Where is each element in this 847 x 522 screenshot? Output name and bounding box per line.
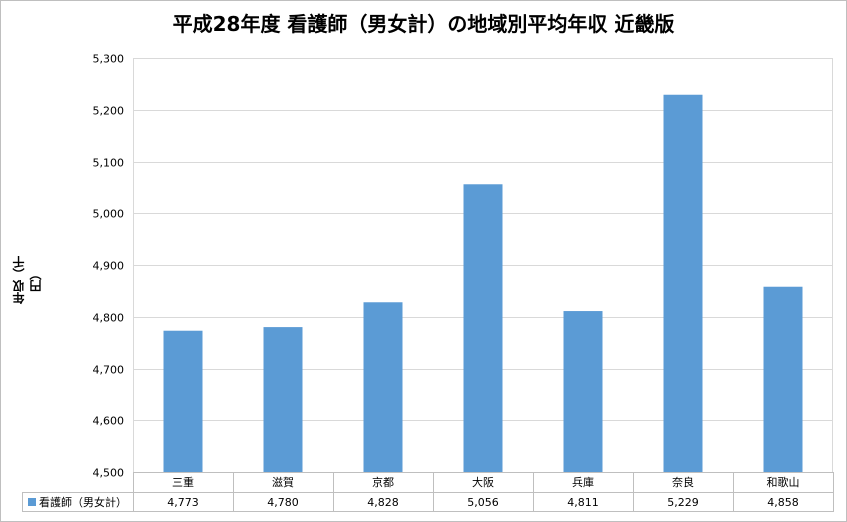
data-value-label: 4,773 (167, 496, 199, 509)
y-tick-label: 5,200 (93, 105, 125, 118)
data-value-label: 4,858 (767, 496, 799, 509)
category-label: 滋賀 (272, 476, 294, 489)
data-value-label: 4,828 (367, 496, 399, 509)
category-label: 兵庫 (572, 475, 594, 489)
category-label: 京都 (372, 475, 394, 489)
bar (663, 94, 703, 473)
y-tick-label: 4,500 (93, 467, 125, 480)
chart-title: 平成28年度 看護師（男女計）の地域別平均年収 近畿版 (172, 12, 675, 36)
legend-key (28, 498, 36, 506)
y-tick-label: 5,300 (93, 53, 125, 66)
y-tick-label: 4,800 (93, 312, 125, 325)
category-label: 和歌山 (767, 475, 800, 489)
category-label: 大阪 (472, 475, 494, 489)
data-value-label: 4,811 (567, 496, 599, 509)
y-tick-label: 5,000 (93, 208, 125, 221)
bar (463, 184, 503, 472)
bar (163, 330, 203, 472)
data-value-label: 5,056 (467, 496, 499, 509)
y-tick-label: 4,700 (93, 364, 125, 377)
data-value-label: 4,780 (267, 496, 299, 509)
y-tick-label: 5,100 (93, 157, 125, 170)
category-label: 三重 (172, 475, 194, 489)
bar (363, 302, 403, 472)
bar (563, 311, 603, 472)
y-tick-label: 4,900 (93, 260, 125, 273)
data-value-label: 5,229 (667, 496, 699, 509)
bar (763, 286, 803, 472)
bar (263, 327, 303, 472)
legend-series-name: 看護師（男女計） (39, 495, 127, 509)
y-tick-label: 4,600 (93, 415, 125, 428)
category-label: 奈良 (672, 475, 694, 489)
